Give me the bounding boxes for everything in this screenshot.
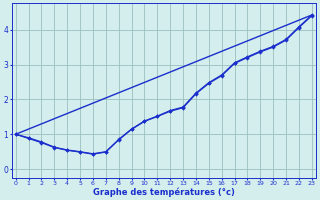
- X-axis label: Graphe des températures (°c): Graphe des températures (°c): [93, 187, 235, 197]
